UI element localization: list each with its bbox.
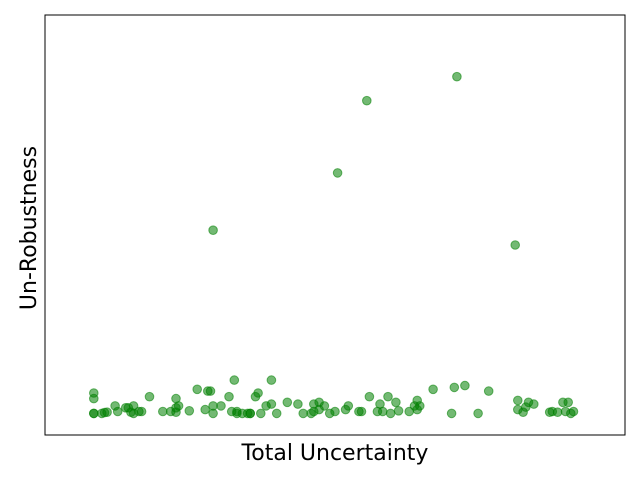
data-point-95 [245, 408, 255, 419]
data-point-27 [216, 401, 226, 411]
data-point-78 [529, 399, 539, 409]
data-point-14 [158, 406, 168, 417]
data-point-69 [449, 382, 460, 393]
data-point-59 [383, 391, 393, 402]
data-point-98 [393, 406, 404, 416]
data-point-86 [208, 225, 218, 235]
data-point-36 [253, 388, 263, 398]
data-point-28 [224, 391, 234, 402]
x-axis-label: Total Uncertainty [241, 441, 429, 466]
data-point-99 [568, 406, 579, 417]
data-point-44 [298, 408, 309, 419]
data-point-40 [266, 375, 277, 385]
data-point-20 [184, 406, 195, 416]
data-point-6 [112, 406, 123, 417]
points-layer [89, 71, 579, 419]
data-point-21 [192, 384, 202, 395]
data-point-49 [319, 401, 330, 411]
data-point-81 [552, 407, 563, 418]
data-point-72 [483, 386, 494, 396]
data-point-84 [563, 397, 574, 408]
data-point-2 [89, 393, 99, 404]
data-point-96 [309, 406, 319, 417]
data-point-61 [391, 397, 401, 408]
data-point-60 [385, 408, 396, 419]
data-point-55 [364, 391, 375, 402]
data-point-37 [256, 408, 266, 419]
data-point-88 [362, 95, 372, 106]
data-point-92 [102, 407, 112, 418]
data-point-70 [460, 380, 470, 391]
data-point-58 [377, 406, 388, 417]
data-point-30 [229, 375, 240, 385]
data-point-13 [144, 391, 155, 402]
data-point-94 [232, 406, 242, 417]
data-point-43 [293, 399, 303, 409]
data-point-68 [446, 408, 457, 419]
data-point-39 [266, 399, 277, 409]
data-point-52 [343, 401, 354, 411]
data-point-66 [415, 401, 425, 411]
plot-area-frame [44, 14, 626, 436]
data-point-97 [324, 408, 335, 419]
data-point-41 [271, 408, 282, 419]
data-point-54 [354, 406, 364, 417]
data-point-24 [205, 386, 216, 396]
data-point-71 [473, 408, 483, 419]
data-point-91 [89, 408, 99, 419]
y-axis-label: Un-Robustness [17, 146, 42, 310]
data-point-90 [510, 240, 521, 250]
data-point-22 [200, 404, 210, 415]
data-point-19 [173, 401, 184, 411]
data-point-42 [282, 397, 293, 408]
data-point-87 [332, 168, 343, 178]
data-point-89 [452, 71, 462, 82]
data-point-67 [428, 384, 438, 395]
data-point-73 [513, 395, 523, 406]
data-point-26 [208, 408, 218, 419]
data-point-93 [136, 406, 147, 417]
